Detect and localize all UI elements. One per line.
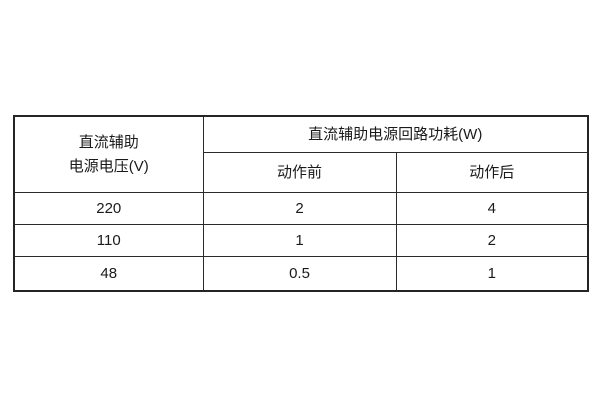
cell-after: 2 [395,224,589,257]
spec-table-container: 直流辅助 电源电压(V) 直流辅助电源回路功耗(W) 动作前 动作后 220 2… [13,115,589,292]
table-header-row-top: 直流辅助 电源电压(V) 直流辅助电源回路功耗(W) [13,115,589,193]
cell-before: 1 [202,224,397,257]
table-header-row-sub: 动作前 动作后 [14,152,589,193]
cell-after: 1 [395,256,589,292]
header-voltage-line1: 直流辅助 [78,134,139,152]
cell-before: 2 [202,192,397,225]
header-cell-voltage: 直流辅助 电源电压(V) [13,115,204,193]
cell-voltage: 48 [13,256,204,292]
cell-voltage: 220 [13,192,204,225]
header-cell-power-group: 直流辅助电源回路功耗(W) [202,115,589,153]
cell-after: 4 [395,192,589,225]
table-row: 110 1 2 [13,224,589,257]
dc-auxiliary-power-table: 直流辅助 电源电压(V) 直流辅助电源回路功耗(W) 动作前 动作后 220 2… [13,115,589,292]
table-row: 48 0.5 1 [13,256,589,292]
header-cell-after-action: 动作后 [395,152,589,193]
header-voltage-line2: 电源电压(V) [68,157,149,175]
cell-before: 0.5 [202,256,397,292]
table-row: 220 2 4 [13,192,589,225]
header-cell-before-action: 动作前 [202,152,397,193]
cell-voltage: 110 [13,224,204,257]
